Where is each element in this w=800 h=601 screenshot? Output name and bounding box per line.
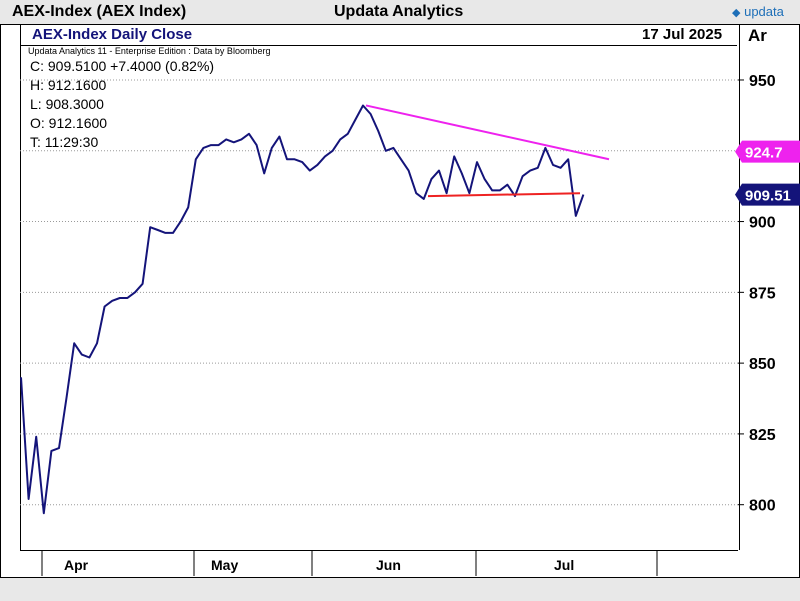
y-tick-label: 875: [749, 285, 776, 302]
plot-area[interactable]: [20, 24, 740, 550]
bottom-band: [0, 577, 800, 601]
x-tick-label: Apr: [64, 557, 89, 573]
edition-note: Updata Analytics 11 - Enterprise Edition…: [28, 46, 271, 56]
y-tick-label: 800: [749, 498, 776, 515]
y-tick-label: 850: [749, 356, 776, 373]
last-price-tag: [735, 183, 800, 206]
ohlc-open: O: 912.1600: [30, 115, 108, 131]
axis-code: Ar: [748, 26, 767, 45]
last-price-tag-label: 909.51: [745, 188, 791, 205]
chart-date: 17 Jul 2025: [642, 26, 723, 43]
logo-text: updata: [744, 4, 784, 19]
ohlc-high: H: 912.1600: [30, 77, 107, 93]
trendline-price-tag: [735, 140, 800, 163]
x-axis: [20, 550, 738, 577]
x-tick-label: Jul: [554, 557, 575, 573]
x-tick-label: Jun: [376, 557, 401, 573]
upper-trendline: [365, 104, 610, 161]
ohlc-time: T: 11:29:30: [30, 134, 99, 150]
header-divider: [21, 45, 737, 46]
ohlc-close: C: 909.5100 +7.4000 (0.82%): [30, 58, 215, 74]
logo-arrow-icon: ◆: [732, 7, 741, 19]
trendline-price-tag-label: 924.7: [745, 145, 783, 162]
instrument-name: AEX-Index (AEX Index): [12, 3, 187, 20]
vendor-logo: ◆ updata: [732, 4, 784, 19]
price-line: [20, 104, 585, 515]
x-tick-label: May: [211, 557, 239, 573]
y-tick-label: 900: [749, 215, 776, 232]
vendor-name: Updata Analytics: [334, 3, 464, 20]
chart-title: AEX-Index Daily Close: [32, 26, 193, 43]
title-bar: AEX-Index (AEX Index) Updata Analytics ◆…: [0, 0, 800, 25]
y-tick-label: 825: [749, 427, 776, 444]
ohlc-low: L: 908.3000: [30, 96, 104, 112]
lower-trendline: [427, 192, 581, 198]
y-tick-label: 950: [749, 73, 776, 90]
